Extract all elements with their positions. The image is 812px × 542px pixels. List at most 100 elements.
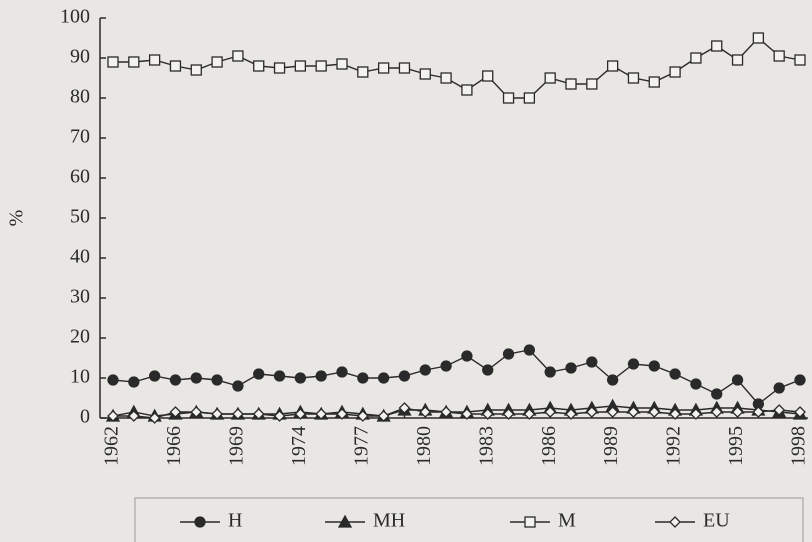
data-point bbox=[502, 348, 515, 360]
data-point bbox=[669, 66, 681, 78]
data-point bbox=[586, 78, 598, 90]
legend-marker bbox=[337, 514, 353, 528]
y-axis-label: % bbox=[6, 210, 28, 227]
data-point bbox=[169, 374, 182, 386]
x-tick-label: 1989 bbox=[600, 426, 622, 466]
data-point bbox=[482, 70, 494, 82]
data-point bbox=[773, 50, 785, 62]
data-point bbox=[107, 410, 119, 422]
legend-marker bbox=[669, 516, 681, 528]
data-point bbox=[377, 410, 390, 422]
data-point bbox=[586, 356, 598, 368]
y-tick-label: 10 bbox=[70, 366, 90, 388]
data-point bbox=[440, 72, 452, 84]
legend-label: H bbox=[228, 510, 242, 532]
data-point bbox=[190, 406, 203, 418]
data-point bbox=[565, 362, 577, 374]
data-point bbox=[731, 54, 744, 66]
x-tick-label: 1986 bbox=[538, 426, 560, 466]
data-point bbox=[460, 408, 473, 420]
data-point bbox=[211, 56, 223, 68]
data-point bbox=[669, 368, 681, 380]
data-point bbox=[128, 56, 140, 68]
data-point bbox=[669, 408, 682, 420]
x-tick-label: 1969 bbox=[226, 426, 248, 466]
y-tick-label: 20 bbox=[70, 326, 90, 348]
data-point bbox=[336, 58, 348, 70]
data-point bbox=[627, 406, 640, 418]
y-tick-label: 70 bbox=[70, 126, 90, 148]
data-point bbox=[107, 374, 119, 386]
data-point bbox=[523, 408, 536, 420]
y-tick-label: 100 bbox=[60, 6, 90, 28]
legend-marker bbox=[524, 516, 536, 528]
data-point bbox=[253, 60, 265, 72]
data-point bbox=[398, 370, 411, 382]
data-point bbox=[211, 374, 223, 386]
y-tick-label: 0 bbox=[80, 406, 90, 428]
data-point bbox=[648, 406, 661, 418]
data-point bbox=[794, 374, 806, 386]
data-point bbox=[107, 56, 119, 68]
data-point bbox=[398, 402, 411, 414]
data-point bbox=[231, 408, 244, 420]
data-point bbox=[419, 68, 431, 80]
x-tick-label: 1998 bbox=[788, 426, 810, 466]
data-point bbox=[148, 412, 161, 424]
data-point bbox=[357, 372, 369, 384]
data-point bbox=[752, 406, 765, 418]
data-point bbox=[711, 388, 723, 400]
data-point bbox=[419, 364, 431, 376]
data-point bbox=[461, 350, 473, 362]
data-point bbox=[565, 408, 577, 420]
data-point bbox=[773, 382, 785, 394]
legend-label: MH bbox=[373, 510, 405, 532]
data-point bbox=[585, 406, 598, 418]
data-point bbox=[336, 366, 348, 378]
data-point bbox=[752, 32, 765, 44]
data-point bbox=[731, 406, 744, 418]
legend-label: M bbox=[558, 510, 576, 532]
data-point bbox=[606, 60, 619, 72]
data-point bbox=[253, 368, 265, 380]
series-line bbox=[113, 407, 801, 419]
data-point bbox=[794, 54, 806, 66]
data-point bbox=[606, 374, 619, 386]
data-point bbox=[419, 406, 432, 418]
y-tick-label: 30 bbox=[70, 286, 90, 308]
y-tick-label: 40 bbox=[70, 246, 90, 268]
data-point bbox=[336, 408, 348, 420]
x-tick-label: 1983 bbox=[475, 426, 497, 466]
data-point bbox=[315, 60, 327, 72]
data-point bbox=[273, 370, 286, 382]
data-point bbox=[377, 62, 390, 74]
data-point bbox=[606, 406, 619, 418]
data-point bbox=[315, 370, 327, 382]
data-point bbox=[773, 404, 786, 416]
data-point bbox=[273, 410, 286, 422]
data-point bbox=[482, 364, 494, 376]
data-point bbox=[315, 408, 328, 420]
x-tick-label: 1962 bbox=[101, 426, 123, 466]
series-line bbox=[112, 349, 801, 405]
legend-label: EU bbox=[703, 510, 730, 532]
y-tick-label: 90 bbox=[70, 46, 90, 68]
data-point bbox=[232, 50, 244, 62]
data-point bbox=[169, 60, 182, 72]
data-point bbox=[232, 380, 244, 392]
data-point bbox=[190, 64, 202, 76]
data-point bbox=[481, 408, 494, 420]
x-tick-label: 1974 bbox=[288, 426, 310, 466]
data-point bbox=[731, 374, 744, 386]
data-point bbox=[627, 358, 640, 370]
data-point bbox=[502, 408, 515, 420]
data-point bbox=[711, 40, 723, 52]
data-point bbox=[169, 406, 182, 418]
data-point bbox=[294, 408, 307, 420]
data-point bbox=[211, 408, 224, 420]
y-tick-label: 60 bbox=[70, 166, 90, 188]
legend-marker bbox=[194, 516, 206, 528]
data-point bbox=[544, 366, 556, 378]
data-point bbox=[794, 406, 806, 418]
